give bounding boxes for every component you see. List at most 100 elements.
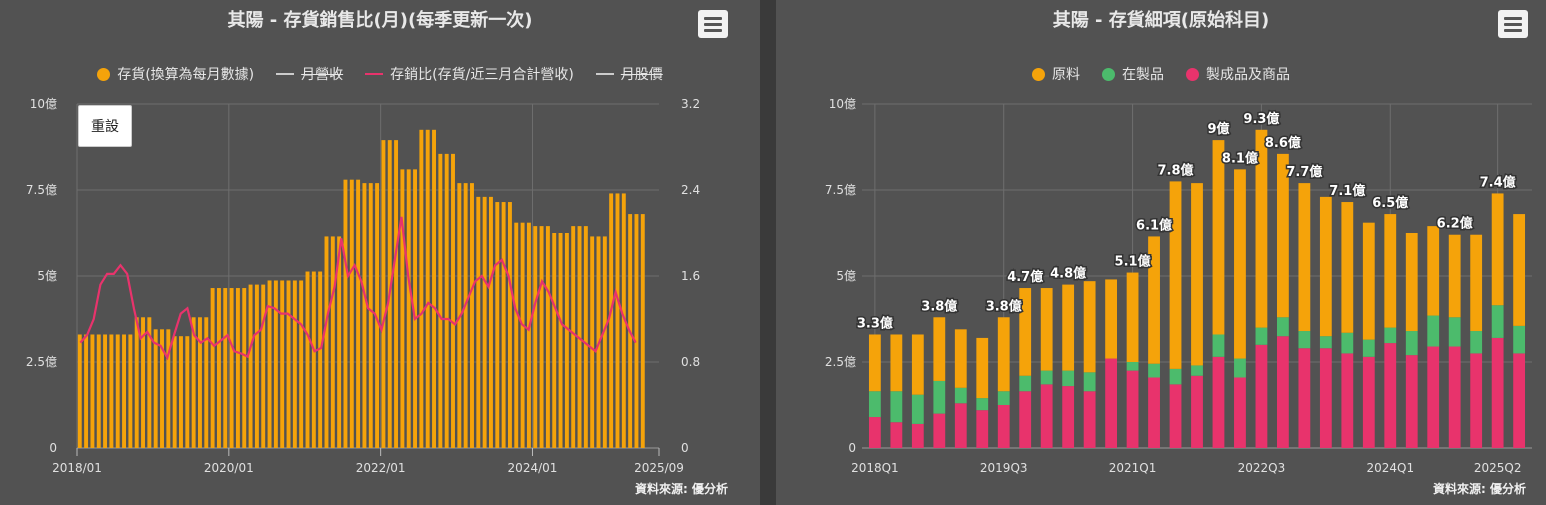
inventory-bar (299, 280, 304, 448)
bar-segment (1470, 353, 1483, 448)
legend-line-icon (595, 73, 614, 75)
bar-segment (1341, 353, 1354, 448)
bar-segment (890, 422, 903, 448)
bar-segment (1191, 365, 1203, 376)
legend-item[interactable]: 月營收 (276, 64, 343, 84)
inventory-bar (141, 317, 145, 448)
data-label: 6.5億 (1372, 195, 1408, 211)
bar-segment (1276, 317, 1289, 337)
inventory-bar (634, 214, 639, 448)
bar-segment (1019, 391, 1032, 448)
inventory-bar (609, 193, 614, 448)
inventory-bar (533, 226, 538, 448)
y-axis-left-tick: 5億 (37, 269, 57, 283)
inventory-bar (470, 183, 474, 448)
inventory-bar (476, 196, 481, 448)
bar-segment (933, 413, 946, 448)
inventory-bar (96, 334, 101, 448)
legend-label: 原料 (1052, 67, 1080, 83)
data-label: 7.1億 (1329, 183, 1365, 199)
bar-segment (1126, 272, 1139, 362)
bar-segment (954, 329, 967, 388)
inventory-bar (267, 280, 272, 448)
inventory-bar (432, 129, 436, 449)
inventory-bar (507, 202, 512, 448)
data-label: 3.8億 (921, 298, 957, 314)
data-label: 7.4億 (1480, 174, 1516, 190)
bar-segment (1148, 377, 1160, 448)
legend-item[interactable]: 製成品及商品 (1186, 64, 1290, 84)
inventory-bar (147, 317, 152, 448)
bar-segment (1362, 339, 1375, 357)
x-axis-tick: 2018/01 (52, 461, 102, 475)
legend-label: 月股價 (620, 67, 663, 83)
chart-title: 其陽 - 存貨細項(原始科目) (1052, 10, 1270, 31)
legend-label: 製成品及商品 (1206, 67, 1290, 83)
bar-segment (1212, 140, 1225, 335)
bar-segment (1405, 233, 1418, 332)
data-source: 資料來源: 優分析 (635, 482, 728, 496)
inventory-bar (495, 202, 500, 448)
legend-item[interactable]: 原料 (1032, 64, 1080, 84)
legend-item[interactable]: 在製品 (1102, 64, 1164, 84)
inventory-bar (621, 193, 626, 448)
inventory-bar (197, 317, 202, 448)
bar-segment (1255, 129, 1268, 328)
y-axis-tick: 0 (848, 441, 856, 455)
inventory-bar (330, 236, 335, 448)
inventory-bar (292, 280, 297, 448)
bar-segment (1105, 279, 1118, 359)
bar-segment (1148, 363, 1160, 378)
bar-segment (1062, 386, 1075, 448)
stacked-bars (868, 129, 1526, 448)
inventory-bar (280, 280, 285, 448)
y-axis-tick: 10億 (829, 97, 856, 111)
legend-item[interactable]: 存銷比(存貨/近三月合計營收) (365, 64, 574, 84)
inventory-bar (406, 169, 411, 449)
legend-label: 存貨(換算為每月數據) (117, 67, 255, 83)
data-label: 4.8億 (1050, 266, 1086, 282)
inventory-bar (122, 334, 127, 448)
bar-segment (1319, 348, 1332, 448)
inventory-bar (273, 280, 278, 448)
x-axis-tick: 2020/01 (204, 461, 254, 475)
bar-segment (1105, 358, 1118, 448)
inventory-bar (77, 334, 82, 448)
bar-segment (1427, 346, 1440, 448)
chart-menu-button[interactable] (1498, 10, 1528, 38)
menu-icon-line (704, 29, 722, 32)
legend-item[interactable]: 月股價 (595, 64, 663, 84)
inventory-bar (179, 336, 183, 448)
bar-segment (1234, 358, 1246, 378)
menu-icon-line (1504, 17, 1522, 20)
inventory-bar (311, 271, 316, 448)
inventory-bar (501, 202, 506, 448)
bar-segment (1298, 348, 1311, 448)
data-label: 9.3億 (1243, 111, 1279, 127)
inventory-bar (204, 317, 209, 448)
bar-segment (997, 391, 1010, 405)
y-axis-left-tick: 2.5億 (26, 355, 57, 369)
bar-segment (1513, 353, 1526, 448)
bar-segment (976, 410, 989, 448)
chart-title: 其陽 - 存貨銷售比(月)(每季更新一次) (227, 10, 533, 31)
bar-segment (1234, 377, 1246, 448)
chart-menu-button[interactable] (698, 10, 728, 38)
legend-item[interactable]: 存貨(換算為每月數據) (97, 64, 254, 84)
bar-segment (1276, 336, 1289, 448)
data-label: 8.1億 (1222, 150, 1258, 166)
bar-segment (1405, 355, 1418, 448)
bar-segment (868, 417, 881, 448)
reset-zoom-button[interactable]: 重設 (78, 105, 132, 147)
bar-segment (1448, 234, 1461, 318)
inventory-bar (261, 284, 266, 448)
inventory-bar (235, 288, 240, 448)
inventory-bar (103, 334, 108, 448)
bar-segment (1362, 356, 1375, 448)
bar-segment (1212, 356, 1225, 448)
bar-segment (1362, 222, 1375, 340)
inventory-bar (514, 222, 519, 448)
inventory-bar (166, 329, 171, 448)
inventory-bar (216, 288, 221, 448)
bar-segment (1384, 343, 1397, 448)
